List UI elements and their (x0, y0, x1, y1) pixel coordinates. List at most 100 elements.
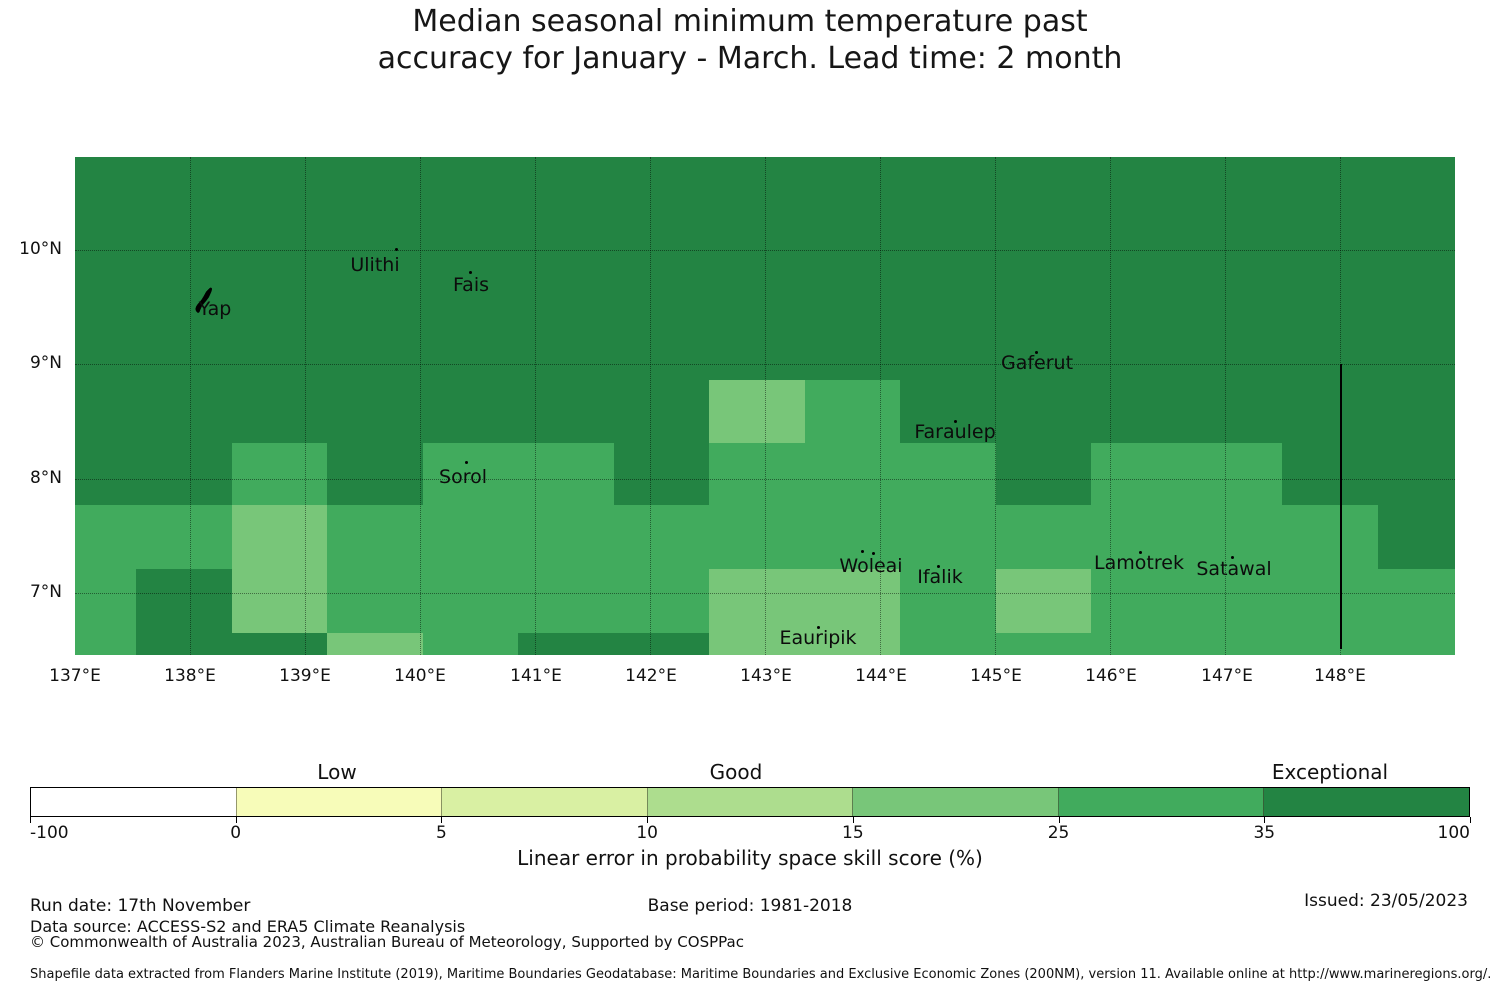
map-cell (136, 505, 232, 569)
map-cell (231, 505, 327, 569)
copyright-text: © Commonwealth of Australia 2023, Austra… (30, 933, 744, 951)
map-cell (613, 633, 709, 655)
map-cell (518, 569, 614, 633)
map-cell (613, 157, 709, 380)
island-dot-marker-icon (1139, 551, 1142, 554)
map-cell (804, 569, 900, 633)
map-cell (75, 633, 136, 655)
colorbar-segment (441, 788, 647, 816)
x-tick-label: 138°E (164, 666, 216, 686)
map-cell (1377, 157, 1455, 380)
x-tick-label: 148°E (1314, 666, 1366, 686)
map-cell (422, 505, 518, 569)
map-cell (1282, 505, 1378, 569)
map-cell (136, 443, 232, 505)
map-cell (327, 380, 423, 443)
map-cell (75, 569, 136, 633)
colorbar-section-label: Exceptional (1271, 760, 1389, 784)
map-cell (327, 157, 423, 380)
map-cell (422, 157, 518, 380)
map-cell (1282, 380, 1378, 443)
place-label: Gaferut (1000, 352, 1074, 374)
eez-boundary-line (1340, 364, 1342, 649)
island-shape-icon (194, 287, 216, 314)
map-cell (231, 633, 327, 655)
map-cell (1377, 380, 1455, 443)
y-tick-label: 8°N (29, 468, 62, 488)
x-tick-label: 146°E (1085, 666, 1137, 686)
colorbar-tick-label: 10 (636, 823, 658, 843)
x-tick-label: 137°E (49, 666, 101, 686)
x-tick-label: 142°E (625, 666, 677, 686)
map-cell (327, 505, 423, 569)
map-cell (231, 443, 327, 505)
map-cell (75, 380, 136, 443)
map-cell (1091, 157, 1187, 380)
map-cell (518, 157, 614, 380)
map-cell (1091, 380, 1187, 443)
map-cell (1186, 157, 1282, 380)
place-label: Faraulep (914, 421, 996, 443)
data-source-text: Data source: ACCESS-S2 and ERA5 Climate … (30, 917, 466, 936)
map-cell (804, 443, 900, 505)
map-cell (327, 569, 423, 633)
map-cell (709, 380, 805, 443)
map-cell (804, 380, 900, 443)
map-cell (518, 443, 614, 505)
place-label: Ifalik (917, 566, 963, 588)
place-label: Sorol (439, 466, 487, 488)
map-cell (1377, 569, 1455, 633)
map-cell (995, 380, 1091, 443)
colorbar-section-label: Low (317, 760, 357, 784)
island-dot-marker-icon (954, 420, 957, 423)
map-cell (1377, 505, 1455, 569)
map-cell (1282, 569, 1378, 633)
colorbar-tick-label: 0 (230, 823, 242, 843)
colorbar-segment (31, 788, 236, 816)
map-cell (136, 569, 232, 633)
x-tick-label: 145°E (970, 666, 1022, 686)
meridian-gridline (650, 157, 651, 655)
place-label: Eauripik (779, 627, 857, 649)
meridian-gridline (765, 157, 766, 655)
map-cell (1091, 505, 1187, 569)
map-cell (1091, 569, 1187, 633)
place-label: Ulithi (350, 254, 400, 276)
map-panel: Yap Ulithi Fais Sorol Gaferut Faraulep Woleai I… (75, 157, 1455, 655)
map-cell (709, 633, 805, 655)
map-cell (900, 380, 996, 443)
map-cell (518, 505, 614, 569)
island-dot-marker-icon (465, 461, 468, 464)
map-cell (1377, 443, 1455, 505)
colorbar-tick-mark (1058, 817, 1060, 823)
map-cell (804, 505, 900, 569)
map-cell (1186, 380, 1282, 443)
parallel-gridline (75, 479, 1455, 480)
map-cell (1282, 633, 1378, 655)
title-line-2: accuracy for January - March. Lead time:… (377, 41, 1123, 76)
map-cell (518, 380, 614, 443)
x-tick-label: 144°E (855, 666, 907, 686)
x-tick-label: 140°E (394, 666, 446, 686)
map-cell (422, 569, 518, 633)
colorbar-segment (646, 788, 853, 816)
map-cell (1282, 443, 1378, 505)
colorbar-tick-label: -100 (30, 823, 69, 843)
map-cell (995, 505, 1091, 569)
colorbar-tick-mark (441, 817, 443, 823)
meridian-gridline (190, 157, 191, 655)
map-cell (518, 633, 614, 655)
colorbar-segment (235, 788, 442, 816)
map-cell (327, 633, 423, 655)
meridian-gridline (305, 157, 306, 655)
shapefile-attribution-text: Shapefile data extracted from Flanders M… (30, 967, 1492, 982)
colorbar-tick-label: 5 (436, 823, 447, 843)
map-cell (709, 505, 805, 569)
place-label: Satawal (1196, 558, 1272, 580)
colorbar-section-label: Good (709, 760, 763, 784)
map-cell (900, 569, 996, 633)
island-dot-marker-icon (469, 271, 472, 274)
x-tick-label: 139°E (279, 666, 331, 686)
map-cell (709, 569, 805, 633)
